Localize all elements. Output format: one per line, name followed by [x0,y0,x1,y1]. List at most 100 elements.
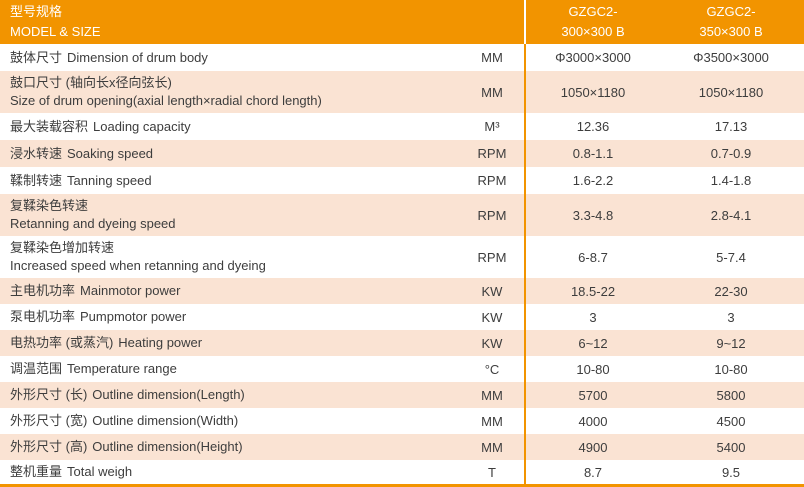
row-label: 电热功率 (或蒸汽) Heating power [0,330,460,356]
row-label-zh: 最大装载容积 [10,118,89,134]
row-label-en: Tanning speed [67,172,152,188]
row-unit: KW [481,283,503,299]
row-value-1: 5700 [524,382,660,408]
column-header-gzgc2-300x300: GZGC2- 300×300 B [524,0,660,44]
row-value-1: 10-80 [524,356,660,382]
model-size-title: 型号规格 MODEL & SIZE [0,0,460,44]
row-value-2: 4500 [716,413,746,429]
row-label-en: Increased speed when retanning and dyein… [10,258,266,273]
row-label-en: Loading capacity [93,118,191,134]
row-unit: KW [481,309,503,325]
row-unit: °C [484,361,500,377]
row-label: 复鞣染色转速 Retanning and dyeing speed [0,194,460,236]
table-bottom-border [0,484,804,487]
row-value-2: 10-80 [714,361,748,377]
table-row-pumpmotor-power: 泵电机功率 Pumpmotor power KW 3 3 [0,304,804,330]
row-label-en: Size of drum opening(axial length×radial… [10,93,322,108]
row-label: 调温范围 Temperature range [0,356,460,382]
table-row-outline-length: 外形尺寸 (长) Outline dimension(Length) MM 57… [0,382,804,408]
row-unit: MM [481,387,503,403]
table-row-increased-speed: 复鞣染色增加转速 Increased speed when retanning … [0,236,804,278]
row-label: 外形尺寸 (高) Outline dimension(Height) [0,434,460,460]
row-value-1: 3 [524,304,660,330]
row-label-en: Retanning and dyeing speed [10,216,176,231]
row-label: 复鞣染色增加转速 Increased speed when retanning … [0,236,460,278]
row-label-en: Total weigh [67,464,133,479]
table-row-retanning-dyeing-speed: 复鞣染色转速 Retanning and dyeing speed RPM 3.… [0,194,804,236]
row-label-zh: 鞣制转速 [10,172,63,188]
row-value-1: 0.8-1.1 [524,140,660,167]
table-row-total-weight: 整机重量 Total weigh T 8.7 9.5 [0,460,804,484]
row-value-2: Φ3500×3000 [693,50,769,65]
row-unit: RPM [477,207,507,223]
row-value-1: 1.6-2.2 [524,167,660,194]
row-label-zh: 外形尺寸 (长) [10,387,88,402]
row-unit: MM [481,413,503,429]
row-value-1: 12.36 [524,113,660,140]
row-label-zh: 调温范围 [10,361,63,376]
row-label-en: Mainmotor power [80,283,181,298]
row-value-2: 1.4-1.8 [710,173,752,188]
row-label-en: Heating power [118,335,203,350]
row-value-1: 4000 [524,408,660,434]
row-label-en: Soaking speed [67,145,154,161]
table-row-outline-width: 外形尺寸 (宽) Outline dimension(Width) MM 400… [0,408,804,434]
row-label-zh: 鼓体尺寸 [10,49,63,65]
row-value-2: 5-7.4 [716,249,746,265]
row-unit: MM [481,50,503,65]
row-value-2: 3 [727,309,735,325]
row-value-1: 18.5-22 [524,278,660,304]
table-row-drum-opening: 鼓口尺寸 (轴向长x径向弦长) Size of drum opening(axi… [0,71,804,113]
row-label-zh: 主电机功率 [10,283,76,298]
row-label: 最大装载容积 Loading capacity [0,113,460,140]
row-label-en: Outline dimension(Length) [92,387,245,402]
column-header-model-line1: GZGC2- [568,4,618,19]
row-value-2: 0.7-0.9 [710,146,752,161]
row-label-zh: 外形尺寸 (宽) [10,413,88,428]
row-label-en: Dimension of drum body [67,49,208,65]
table-row-temperature-range: 调温范围 Temperature range °C 10-80 10-80 [0,356,804,382]
model-size-title-zh: 型号规格 [10,4,63,19]
row-label: 鼓体尺寸 Dimension of drum body [0,44,460,71]
row-label-zh: 复鞣染色增加转速 [10,240,115,255]
row-value-2: 5400 [716,439,746,455]
row-unit: KW [481,335,503,351]
column-header-model-line2: 350×300 B [699,24,763,39]
row-value-2: 17.13 [714,119,748,134]
row-value-1: Φ3000×3000 [524,44,660,71]
row-unit: RPM [477,249,507,265]
row-label-zh: 外形尺寸 (高) [10,439,88,454]
row-unit: M³ [484,119,500,134]
table-row-mainmotor-power: 主电机功率 Mainmotor power KW 18.5-22 22-30 [0,278,804,304]
table-row-heating-power: 电热功率 (或蒸汽) Heating power KW 6~12 9~12 [0,330,804,356]
row-label-en: Temperature range [67,361,177,376]
row-value-2: 2.8-4.1 [710,207,752,223]
row-unit: RPM [477,173,507,188]
row-label-en: Outline dimension(Width) [92,413,239,428]
row-label: 外形尺寸 (长) Outline dimension(Length) [0,382,460,408]
row-value-1: 1050×1180 [524,71,660,113]
row-unit: RPM [477,146,507,161]
row-label-zh: 泵电机功率 [10,309,76,324]
row-value-1: 8.7 [524,460,660,484]
row-label: 鞣制转速 Tanning speed [0,167,460,194]
column-header-model-line1: GZGC2- [706,4,756,19]
column-header-model-line2: 300×300 B [561,24,625,39]
row-label: 鼓口尺寸 (轴向长x径向弦长) Size of drum opening(axi… [0,71,460,113]
row-unit: T [488,464,496,480]
row-label-zh: 浸水转速 [10,145,63,161]
row-label-en: Pumpmotor power [80,309,187,324]
row-label: 外形尺寸 (宽) Outline dimension(Width) [0,408,460,434]
row-label: 浸水转速 Soaking speed [0,140,460,167]
table-row-loading-capacity: 最大装载容积 Loading capacity M³ 12.36 17.13 [0,113,804,140]
row-label-zh: 电热功率 (或蒸汽) [10,335,114,350]
row-unit: MM [481,84,503,100]
row-value-1: 3.3-4.8 [524,194,660,236]
row-value-2: 22-30 [714,283,748,299]
row-value-2: 9~12 [716,335,746,351]
row-value-1: 4900 [524,434,660,460]
row-label-zh: 鼓口尺寸 (轴向长x径向弦长) [10,75,172,90]
row-value-1: 6-8.7 [524,236,660,278]
model-size-title-en: MODEL & SIZE [10,24,101,39]
